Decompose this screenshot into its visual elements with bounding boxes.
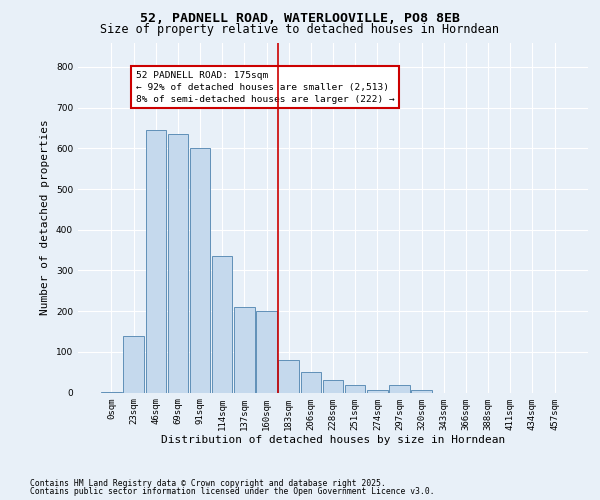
Bar bbox=[301, 372, 321, 392]
Bar bbox=[212, 256, 232, 392]
X-axis label: Distribution of detached houses by size in Horndean: Distribution of detached houses by size … bbox=[161, 435, 505, 445]
Text: Contains public sector information licensed under the Open Government Licence v3: Contains public sector information licen… bbox=[30, 487, 434, 496]
Bar bbox=[323, 380, 343, 392]
Bar bbox=[367, 390, 388, 392]
Y-axis label: Number of detached properties: Number of detached properties bbox=[40, 120, 50, 316]
Bar bbox=[389, 385, 410, 392]
Bar bbox=[345, 385, 365, 392]
Bar bbox=[124, 336, 144, 392]
Bar bbox=[412, 390, 432, 392]
Text: Size of property relative to detached houses in Horndean: Size of property relative to detached ho… bbox=[101, 24, 499, 36]
Bar bbox=[234, 307, 254, 392]
Text: 52, PADNELL ROAD, WATERLOOVILLE, PO8 8EB: 52, PADNELL ROAD, WATERLOOVILLE, PO8 8EB bbox=[140, 12, 460, 26]
Bar bbox=[167, 134, 188, 392]
Bar bbox=[256, 311, 277, 392]
Bar bbox=[146, 130, 166, 392]
Text: 52 PADNELL ROAD: 175sqm
← 92% of detached houses are smaller (2,513)
8% of semi-: 52 PADNELL ROAD: 175sqm ← 92% of detache… bbox=[136, 71, 395, 104]
Bar bbox=[190, 148, 210, 392]
Text: Contains HM Land Registry data © Crown copyright and database right 2025.: Contains HM Land Registry data © Crown c… bbox=[30, 479, 386, 488]
Bar bbox=[278, 360, 299, 392]
